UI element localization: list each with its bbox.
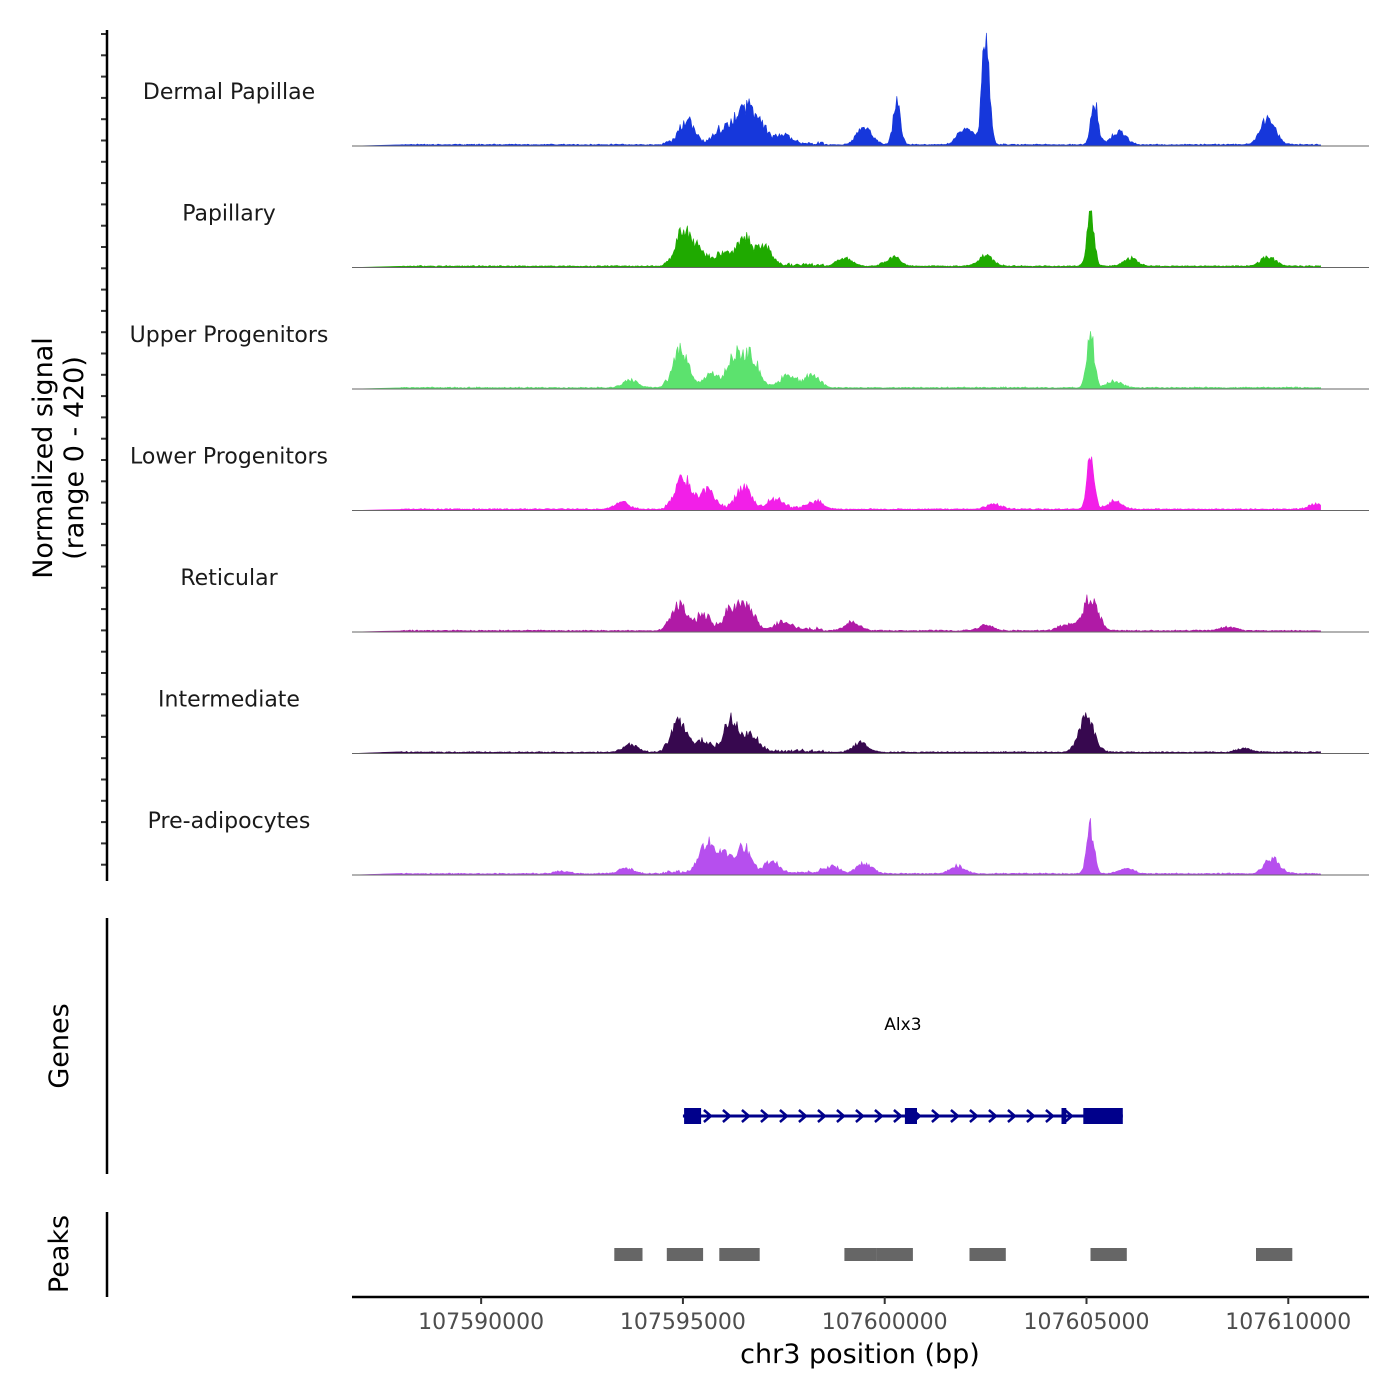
x-tick-label: 107605000 [1024,1310,1150,1335]
track-1: Papillary [182,202,1369,268]
signal-area [351,594,1321,633]
peak-region [666,1248,704,1261]
strand-arrow [798,1109,808,1123]
peak-region [719,1248,760,1261]
peak-region [969,1248,1006,1261]
signal-area [351,456,1321,511]
track-2: Upper Progenitors [130,323,1369,390]
gene-exon [1083,1108,1123,1124]
track-0: Dermal Papillae [143,32,1369,147]
gene-name: Alx3 [884,1015,921,1035]
gene-exon [684,1108,702,1124]
strand-arrow [1026,1109,1036,1123]
coverage-tracks: Dermal Papillae Papillary Upper Progenitor… [130,32,1369,876]
signal-axis-label: Normalized signal [28,337,59,579]
track-label: Intermediate [158,688,300,713]
track-4: Reticular [180,566,1369,633]
strand-arrow [874,1109,884,1123]
track-label: Reticular [180,566,278,591]
signal-axis-range: (range 0 - 420) [59,356,90,560]
x-tick-label: 107590000 [418,1310,544,1335]
strand-arrow [950,1109,960,1123]
track-5: Intermediate [158,688,1369,754]
strand-arrow [893,1109,903,1123]
signal-area [351,331,1321,390]
peak-track [614,1248,1293,1261]
strand-arrow [741,1109,751,1123]
signal-area [351,712,1321,754]
genes-track-label: Genes [44,1003,75,1088]
gene-track: Alx3 [682,1015,1123,1124]
strand-arrow [1045,1109,1055,1123]
strand-arrow [703,1109,713,1123]
track-label: Upper Progenitors [130,323,329,348]
strand-arrow [817,1109,827,1123]
peak-region [1090,1248,1127,1261]
track-label: Pre-adipocytes [148,809,311,834]
x-tick-label: 107600000 [822,1310,948,1335]
x-tick-label: 107610000 [1225,1310,1351,1335]
peak-region [876,1248,913,1261]
strand-arrow [1064,1109,1074,1123]
track-label: Papillary [182,202,276,227]
strand-arrow [931,1109,941,1123]
gene-exon [1061,1108,1067,1124]
peaks-track-label: Peaks [44,1215,75,1293]
strand-arrow [760,1109,770,1123]
signal-area [351,818,1321,876]
x-axis-ticks: 107590000 107595000 107600000 107605000 1076… [418,1297,1351,1335]
strand-arrow [1007,1109,1017,1123]
strand-arrow [988,1109,998,1123]
gene-exon [904,1108,917,1124]
peak-region [614,1248,643,1261]
peak-region [844,1248,877,1261]
strand-arrow [855,1109,865,1123]
signal-area [351,32,1321,147]
track-label: Dermal Papillae [143,80,315,105]
track-6: Pre-adipocytes [148,809,1369,876]
peak-region [1256,1248,1293,1261]
strand-arrow [836,1109,846,1123]
x-tick-label: 107595000 [620,1310,746,1335]
track-label: Lower Progenitors [130,445,328,470]
x-axis-label: chr3 position (bp) [740,1339,980,1370]
track-3: Lower Progenitors [130,445,1369,511]
strand-arrow [779,1109,789,1123]
signal-area [351,210,1321,268]
strand-arrow [969,1109,979,1123]
strand-arrow [722,1109,732,1123]
